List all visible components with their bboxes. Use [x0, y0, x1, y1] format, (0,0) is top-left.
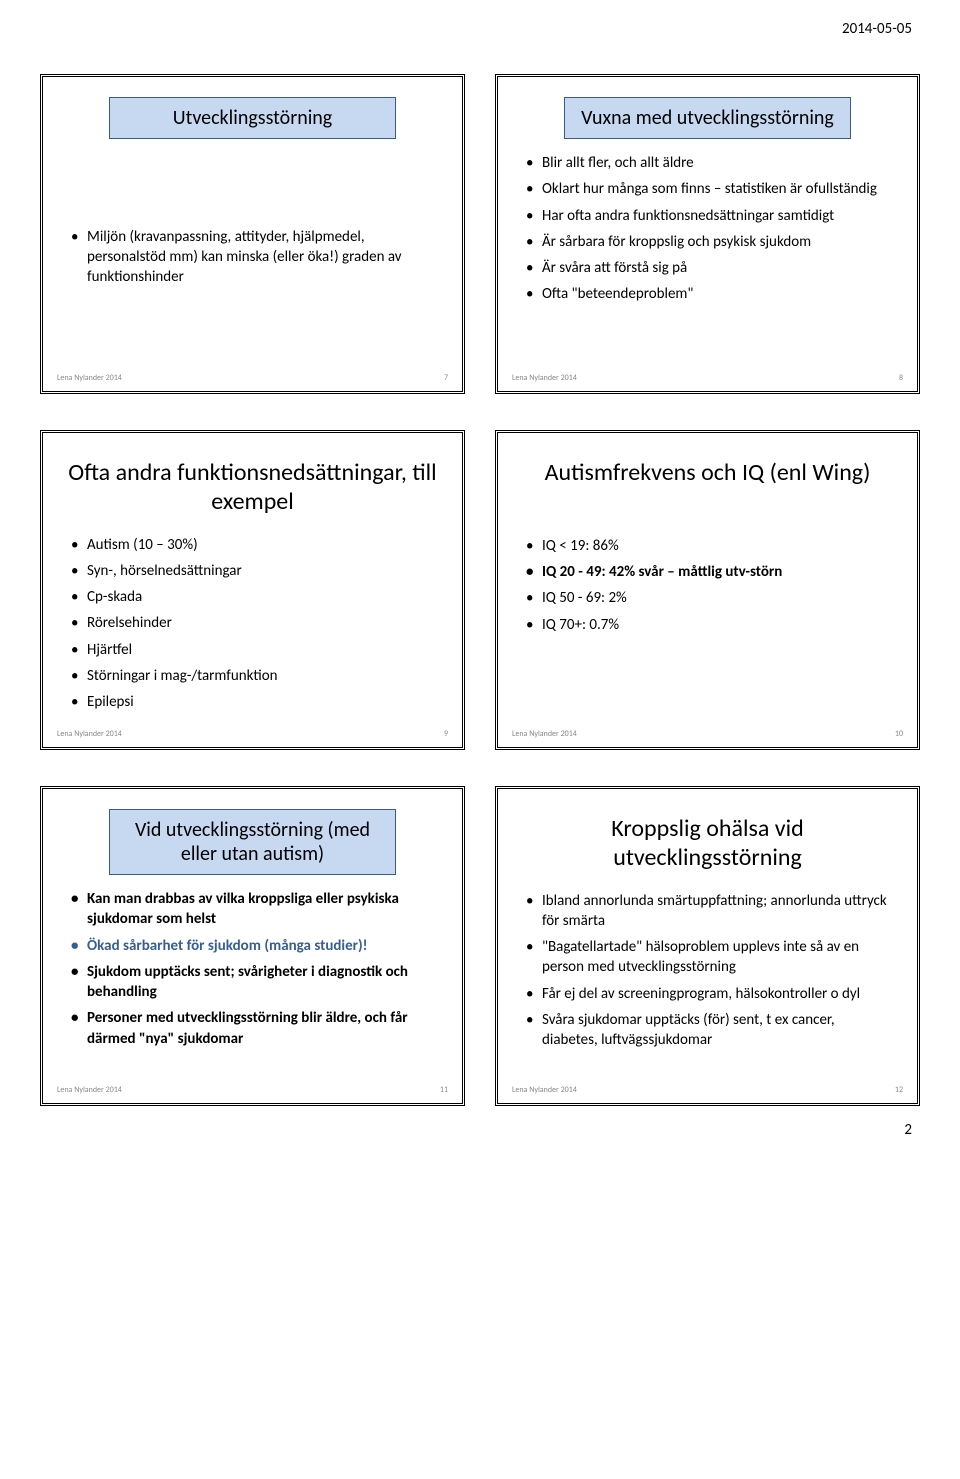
slide-inner: Kroppslig ohälsa vid utvecklingsstörning…: [502, 793, 913, 1083]
slide-title: Ofta andra funktionsnedsättningar, till …: [61, 459, 444, 517]
footer-author: Lena Nylander 2014: [57, 1085, 122, 1095]
bullet-item: Störningar i mag-/tarmfunktion: [71, 666, 438, 686]
slide-footer: Lena Nylander 2014 11: [47, 1083, 458, 1099]
footer-author: Lena Nylander 2014: [512, 1085, 577, 1095]
bullet-list: Autism (10 – 30%) Syn-, hörselnedsättnin…: [61, 535, 444, 723]
slide-title: Kroppslig ohälsa vid utvecklingsstörning: [516, 815, 899, 873]
top-date: 2014-05-05: [40, 20, 920, 38]
footer-number: 10: [895, 729, 903, 739]
slide: Vuxna med utvecklingsstörning Blir allt …: [495, 74, 920, 394]
footer-number: 9: [444, 729, 448, 739]
slide-title: Autismfrekvens och IQ (enl Wing): [516, 459, 899, 488]
bullet-item: Epilepsi: [71, 692, 438, 712]
footer-number: 8: [899, 373, 903, 383]
bullet-item: Ofta "beteendeproblem": [526, 284, 893, 304]
bullet-item: Blir allt fler, och allt äldre: [526, 153, 893, 173]
slide: Autismfrekvens och IQ (enl Wing) IQ < 19…: [495, 430, 920, 750]
slide-row: Vid utvecklingsstörning (med eller utan …: [40, 786, 920, 1106]
footer-author: Lena Nylander 2014: [57, 373, 122, 383]
bullet-list: Miljön (kravanpassning, attityder, hjälp…: [61, 153, 444, 367]
slide-inner: Vuxna med utvecklingsstörning Blir allt …: [502, 81, 913, 371]
bullet-item: Svåra sjukdomar upptäcks (för) sent, t e…: [526, 1010, 893, 1051]
bullet-item: Får ej del av screeningprogram, hälsokon…: [526, 984, 893, 1004]
slide-title: Vuxna med utvecklingsstörning: [564, 97, 851, 139]
bullet-item: Är svåra att förstå sig på: [526, 258, 893, 278]
bullet-item: Autism (10 – 30%): [71, 535, 438, 555]
bullet-item: IQ < 19: 86%: [526, 536, 893, 556]
bullet-item: Syn-, hörselnedsättningar: [71, 561, 438, 581]
slide-inner: Ofta andra funktionsnedsättningar, till …: [47, 437, 458, 727]
footer-author: Lena Nylander 2014: [57, 729, 122, 739]
bullet-list: IQ < 19: 86% IQ 20 - 49: 42% svår – mått…: [516, 506, 899, 723]
slide-row: Ofta andra funktionsnedsättningar, till …: [40, 430, 920, 750]
bullet-item: IQ 20 - 49: 42% svår – måttlig utv-störn: [526, 562, 893, 582]
bullet-item: "Bagatellartade" hälsoproblem upplevs in…: [526, 937, 893, 978]
footer-number: 11: [440, 1085, 448, 1095]
bullet-item: Har ofta andra funktionsnedsättningar sa…: [526, 206, 893, 226]
bullet-item: IQ 50 - 69: 2%: [526, 588, 893, 608]
slide: Vid utvecklingsstörning (med eller utan …: [40, 786, 465, 1106]
bullet-item: Kan man drabbas av vilka kroppsliga elle…: [71, 889, 438, 930]
bullet-item: Rörelsehinder: [71, 613, 438, 633]
footer-number: 12: [895, 1085, 903, 1095]
slide-footer: Lena Nylander 2014 8: [502, 371, 913, 387]
bullet-item: Personer med utvecklingsstörning blir äl…: [71, 1008, 438, 1049]
bullet-item: Sjukdom upptäcks sent; svårigheter i dia…: [71, 962, 438, 1003]
bullet-item: Cp-skada: [71, 587, 438, 607]
bullet-item: Hjärtfel: [71, 640, 438, 660]
bullet-item: IQ 70+: 0.7%: [526, 615, 893, 635]
slide: Utvecklingsstörning Miljön (kravanpassni…: [40, 74, 465, 394]
slide-row: Utvecklingsstörning Miljön (kravanpassni…: [40, 74, 920, 394]
slide: Ofta andra funktionsnedsättningar, till …: [40, 430, 465, 750]
footer-number: 7: [444, 373, 448, 383]
slide-inner: Autismfrekvens och IQ (enl Wing) IQ < 19…: [502, 437, 913, 727]
slide-footer: Lena Nylander 2014 10: [502, 727, 913, 743]
slide-title: Vid utvecklingsstörning (med eller utan …: [109, 809, 396, 875]
slide-title: Utvecklingsstörning: [109, 97, 396, 139]
slide-inner: Utvecklingsstörning Miljön (kravanpassni…: [47, 81, 458, 371]
bullet-item: Miljön (kravanpassning, attityder, hjälp…: [71, 227, 438, 288]
page: 2014-05-05 Utvecklingsstörning Miljön (k…: [0, 0, 960, 1169]
bullet-list: Kan man drabbas av vilka kroppsliga elle…: [61, 889, 444, 1079]
bullet-list: Blir allt fler, och allt äldre Oklart hu…: [516, 153, 899, 367]
page-number: 2: [40, 1121, 920, 1139]
footer-author: Lena Nylander 2014: [512, 373, 577, 383]
slide-footer: Lena Nylander 2014 12: [502, 1083, 913, 1099]
bullet-item: Ibland annorlunda smärtuppfattning; anno…: [526, 891, 893, 932]
bullet-item: Ökad sårbarhet för sjukdom (många studie…: [71, 936, 438, 956]
slide-inner: Vid utvecklingsstörning (med eller utan …: [47, 793, 458, 1083]
bullet-item: Oklart hur många som finns – statistiken…: [526, 179, 893, 199]
bullet-list: Ibland annorlunda smärtuppfattning; anno…: [516, 891, 899, 1079]
bullet-item: Är sårbara för kroppslig och psykisk sju…: [526, 232, 893, 252]
slide-footer: Lena Nylander 2014 7: [47, 371, 458, 387]
footer-author: Lena Nylander 2014: [512, 729, 577, 739]
slide-footer: Lena Nylander 2014 9: [47, 727, 458, 743]
slide: Kroppslig ohälsa vid utvecklingsstörning…: [495, 786, 920, 1106]
